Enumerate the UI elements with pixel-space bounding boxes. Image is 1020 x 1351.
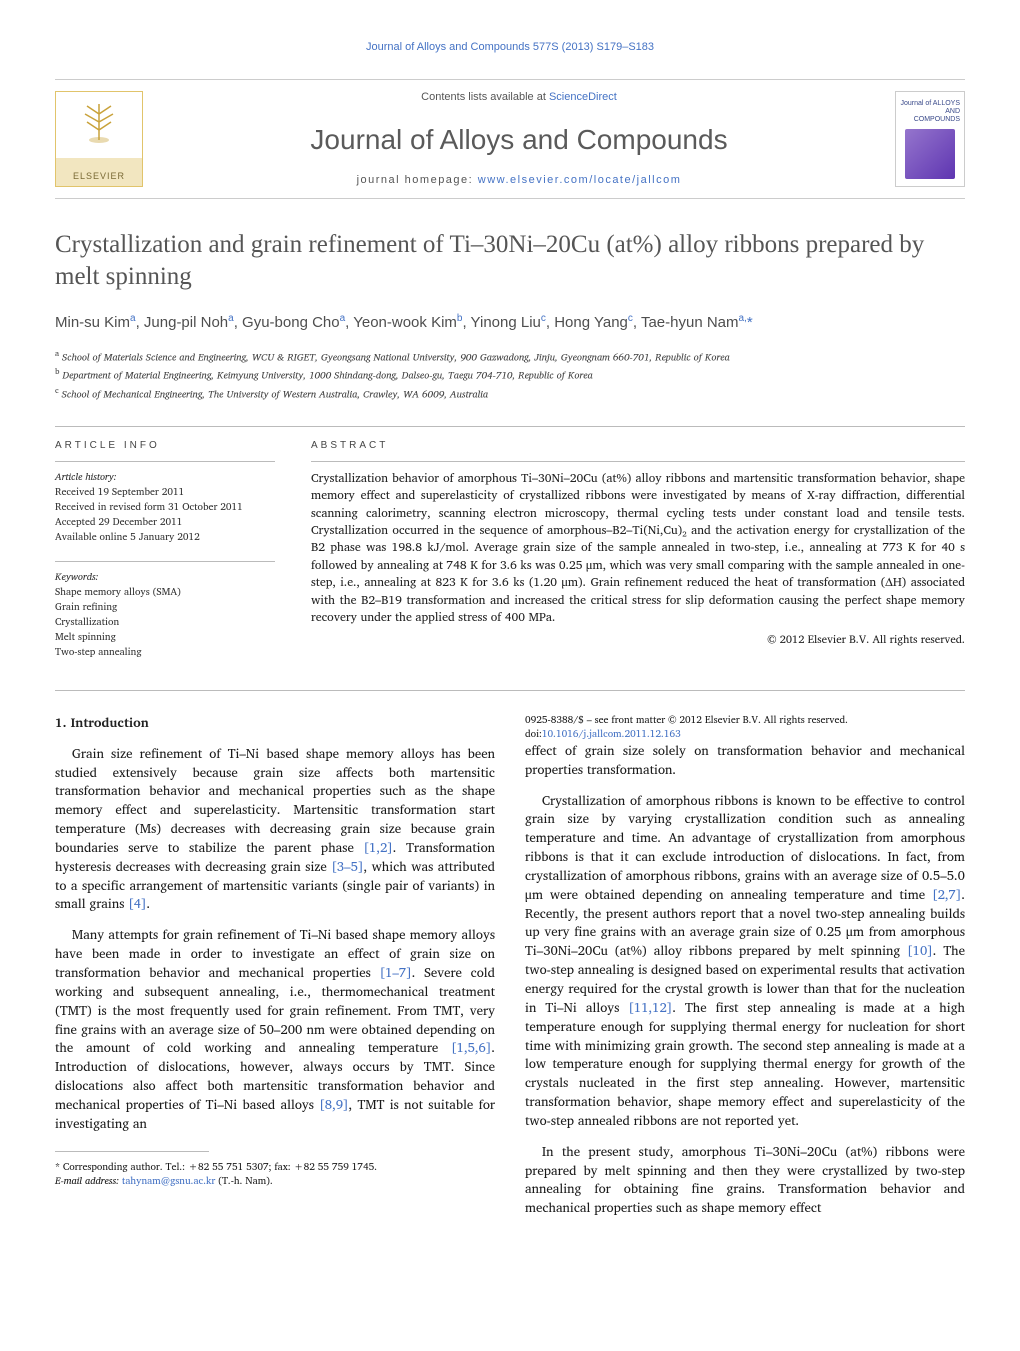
divider-keywords [55,561,275,562]
homepage-line: journal homepage: www.elsevier.com/locat… [157,173,881,188]
elsevier-label: ELSEVIER [73,170,125,183]
history-line: Available online 5 January 2012 [55,529,200,545]
homepage-prefix: journal homepage: [357,174,478,186]
cover-title: Journal of ALLOYS AND COMPOUNDS [896,100,964,123]
journal-name: Journal of Alloys and Compounds [157,120,881,159]
affiliations: a School of Materials Science and Engine… [55,347,965,402]
keyword: Grain refining [55,599,117,615]
affil-text: School of Materials Science and Engineer… [62,349,730,365]
history-line: Accepted 29 December 2011 [55,514,182,530]
elsevier-logo: ELSEVIER [55,91,143,187]
body-paragraph: effect of grain size solely on transform… [525,741,965,779]
affil-sup: a [55,346,59,360]
history-label: Article history: [55,469,117,485]
affiliation-b: b Department of Material Engineering, Ke… [55,365,965,383]
history-line: Received 19 September 2011 [55,484,184,500]
contents-line: Contents lists available at ScienceDirec… [157,90,881,105]
article-history: Article history: Received 19 September 2… [55,470,275,545]
abstract-block: ABSTRACT Crystallization behavior of amo… [311,439,965,660]
keywords-label: Keywords: [55,569,98,585]
doi-footer: 0925-8388/$ – see front matter © 2012 El… [525,713,965,741]
body-paragraph: Grain size refinement of Ti–Ni based sha… [55,744,495,914]
keyword: Two-step annealing [55,644,142,660]
keywords-block: Keywords: Shape memory alloys (SMA) Grai… [55,570,275,660]
article-title: Crystallization and grain refinement of … [55,229,965,292]
sciencedirect-link[interactable]: ScienceDirect [549,91,617,103]
section-heading-intro: 1. Introduction [55,713,495,732]
affil-text: School of Mechanical Engineering, The Un… [62,386,488,402]
article-info-row: ARTICLE INFO Article history: Received 1… [55,439,965,660]
email-label: E-mail address: [55,1173,122,1189]
divider-top [55,426,965,427]
journal-banner: ELSEVIER Contents lists available at Sci… [55,79,965,199]
elsevier-tree-icon [77,100,121,157]
affiliation-a: a School of Materials Science and Engine… [55,347,965,365]
body-paragraph: Crystallization of amorphous ribbons is … [525,791,965,1130]
running-header: Journal of Alloys and Compounds 577S (20… [55,40,965,55]
divider-abstract [311,461,965,462]
abstract-text: Crystallization behavior of amorphous Ti… [311,470,965,627]
contents-prefix: Contents lists available at [421,91,549,103]
email-suffix: (T.-h. Nam). [215,1173,273,1189]
affiliation-c: c School of Mechanical Engineering, The … [55,384,965,402]
body-paragraph: Many attempts for grain refinement of Ti… [55,925,495,1132]
journal-cover-thumbnail: Journal of ALLOYS AND COMPOUNDS [895,91,965,187]
footnote-divider [55,1151,209,1152]
corr-email-link[interactable]: tahynam@gsnu.ac.kr [122,1173,215,1189]
banner-center: Contents lists available at ScienceDirec… [157,90,881,188]
author-list: Min-su Kima, Jung-pil Noha, Gyu-bong Cho… [55,312,965,333]
affil-sup: b [55,364,59,378]
divider-body [55,690,965,691]
divider-info [55,461,275,462]
homepage-link[interactable]: www.elsevier.com/locate/jallcom [478,174,682,186]
keyword: Shape memory alloys (SMA) [55,584,181,600]
cover-art-icon [905,129,955,179]
body-columns: 1. Introduction Grain size refinement of… [55,713,965,1217]
affil-text: Department of Material Engineering, Keim… [62,368,592,384]
abstract-label: ABSTRACT [311,439,965,453]
article-info-left: ARTICLE INFO Article history: Received 1… [55,439,275,660]
corresponding-author-footer: * Corresponding author. Tel.: +82 55 751… [55,1160,495,1188]
abstract-copyright: © 2012 Elsevier B.V. All rights reserved… [311,632,965,647]
history-line: Received in revised form 31 October 2011 [55,499,243,515]
affil-sup: c [55,383,59,397]
body-paragraph: In the present study, amorphous Ti–30Ni–… [525,1142,965,1217]
running-header-link[interactable]: Journal of Alloys and Compounds 577S (20… [366,41,654,53]
article-info-label: ARTICLE INFO [55,439,275,453]
keyword: Crystallization [55,614,119,630]
keyword: Melt spinning [55,629,116,645]
